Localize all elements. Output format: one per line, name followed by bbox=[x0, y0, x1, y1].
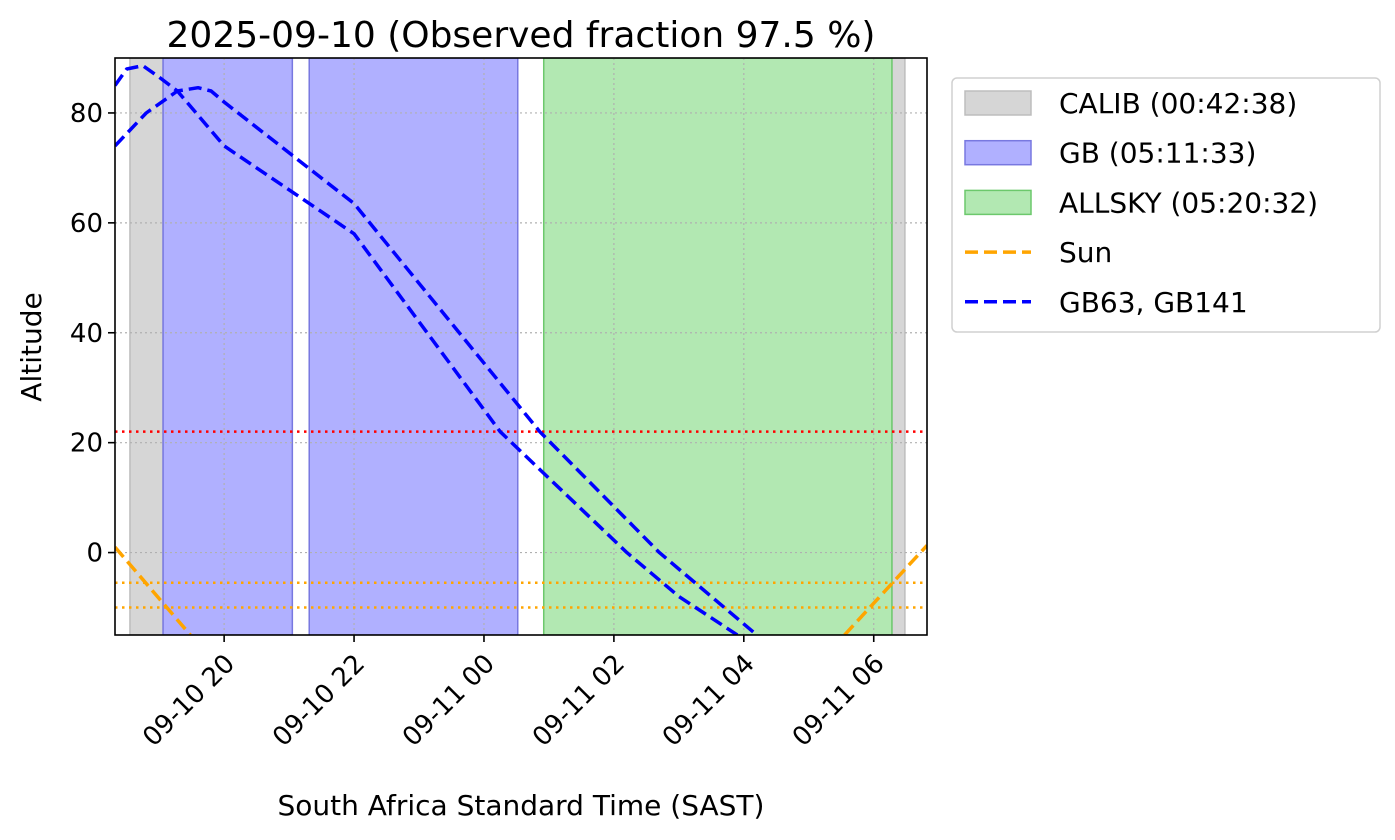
legend-swatch bbox=[964, 90, 1032, 116]
x-axis-label: South Africa Standard Time (SAST) bbox=[278, 789, 765, 822]
span-calib bbox=[129, 58, 164, 635]
legend-swatch bbox=[964, 139, 1032, 166]
x-tick-label: 09-11 04 bbox=[657, 649, 761, 753]
legend-label: GB (05:11:33) bbox=[1059, 137, 1256, 170]
y-tick-label: 20 bbox=[70, 429, 103, 459]
y-tick-label: 60 bbox=[70, 209, 103, 239]
y-tick-label: 80 bbox=[70, 99, 103, 129]
legend-label: Sun bbox=[1059, 236, 1112, 269]
span-calib bbox=[891, 58, 906, 635]
y-axis-label: Altitude bbox=[15, 292, 48, 401]
span-gb bbox=[308, 58, 519, 635]
y-tick-label: 0 bbox=[86, 539, 103, 569]
legend-label: GB63, GB141 bbox=[1059, 286, 1248, 319]
legend-swatch bbox=[964, 189, 1032, 216]
series-line-gb141 bbox=[115, 85, 758, 635]
x-tick-label: 09-10 22 bbox=[267, 649, 371, 753]
span-allsky bbox=[542, 58, 893, 635]
legend-label: CALIB (00:42:38) bbox=[1059, 87, 1297, 120]
chart-title: 2025-09-10 (Observed fraction 97.5 %) bbox=[167, 15, 876, 56]
x-tick-label: 09-11 00 bbox=[397, 649, 501, 753]
legend: CALIB (00:42:38) GB (05:11:33) ALLSKY (05:… bbox=[951, 77, 1381, 333]
y-tick-label: 40 bbox=[70, 319, 103, 349]
x-tick-label: 09-11 02 bbox=[527, 649, 631, 753]
legend-label: ALLSKY (05:20:32) bbox=[1059, 186, 1318, 219]
series-line-sun bbox=[843, 544, 927, 635]
x-tick-label: 09-11 06 bbox=[787, 649, 891, 753]
legend-box bbox=[951, 77, 1381, 333]
plot-frame bbox=[114, 57, 928, 636]
x-tick-label: 09-10 20 bbox=[137, 649, 241, 753]
span-gb bbox=[162, 58, 294, 635]
series-line-gb63 bbox=[115, 63, 739, 635]
series-line-sun bbox=[115, 545, 192, 635]
